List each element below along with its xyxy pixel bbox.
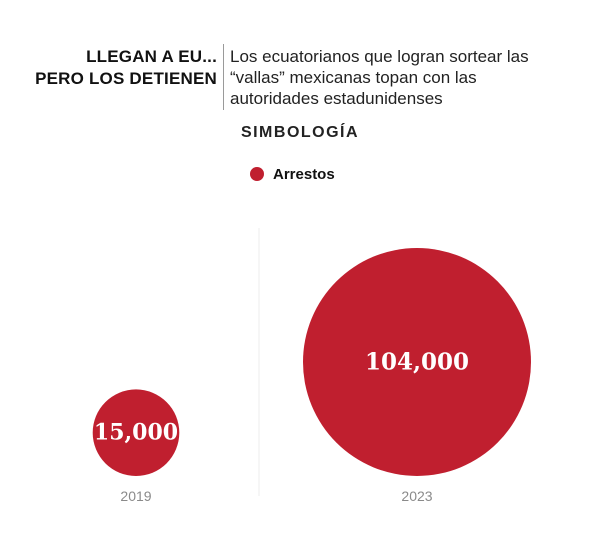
data-label-2023: 104,000 xyxy=(365,349,469,376)
legend-label: Arrestos xyxy=(273,165,335,183)
legend-title: SIMBOLOGÍA xyxy=(240,124,360,141)
category-label-2023: 2023 xyxy=(401,488,432,504)
data-label-2019: 15,000 xyxy=(94,420,178,446)
kicker-line-2: PERO LOS DETIENEN xyxy=(35,69,217,88)
chart-kicker: LLEGAN A EU... PERO LOS DETIENEN xyxy=(35,46,217,90)
header-divider xyxy=(223,44,224,110)
chart-header: LLEGAN A EU... PERO LOS DETIENEN Los ecu… xyxy=(0,44,610,110)
bubble-2019 xyxy=(92,389,180,476)
bubble-2023 xyxy=(303,248,531,476)
kicker-line-1: LLEGAN A EU... xyxy=(86,47,217,66)
category-label-2019: 2019 xyxy=(120,488,151,504)
legend-item-arrestos: Arrestos xyxy=(250,164,335,184)
legend-swatch xyxy=(250,167,264,181)
chart-subtitle: Los ecuatorianos que logran sortear las … xyxy=(230,47,529,108)
